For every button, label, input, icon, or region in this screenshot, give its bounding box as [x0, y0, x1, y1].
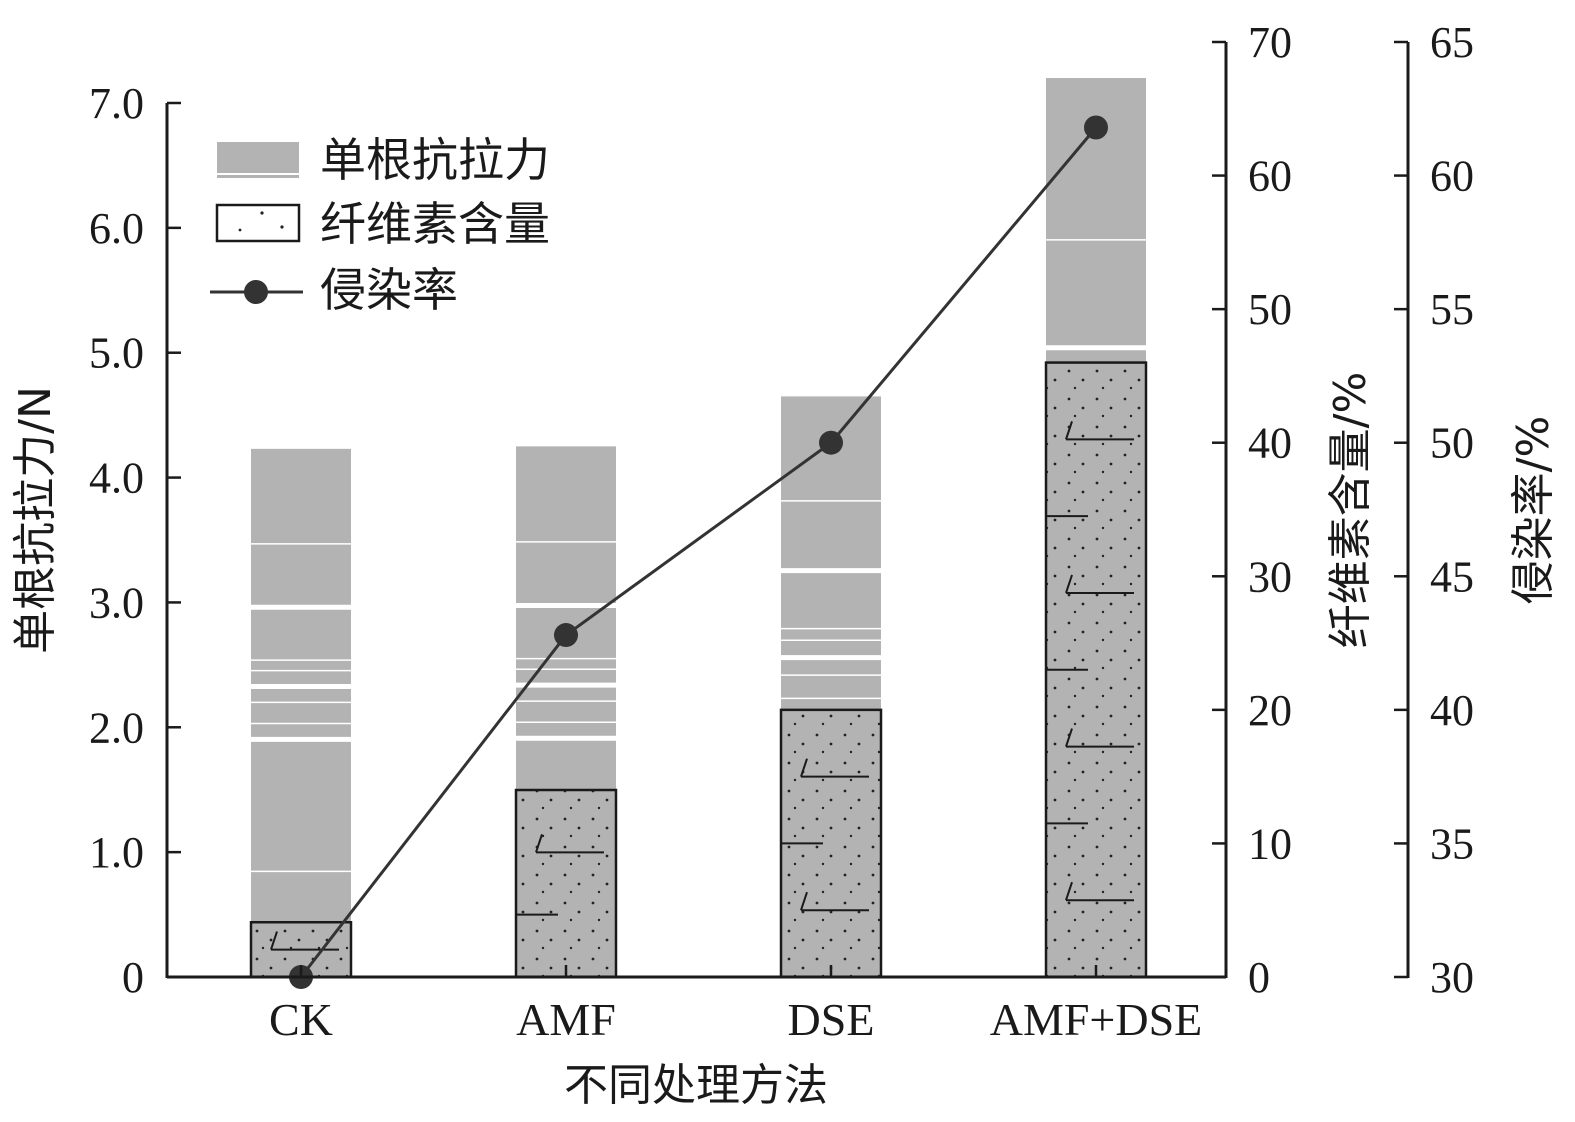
x-axis-ticks: CK AMF DSE AMF+DSE	[269, 965, 1202, 1045]
left-tick-label: 1.0	[89, 828, 144, 877]
left-tick-label: 4.0	[89, 454, 144, 503]
left-axis-title: 单根抗拉力/N	[10, 386, 61, 654]
right-axis-cellulose-title: 纤维素含量/%	[1325, 372, 1376, 649]
legend-item-tensile: 单根抗拉力	[217, 133, 550, 187]
bar-cellulose-hatch	[1065, 421, 1073, 440]
right1-tick-label: 30	[1248, 552, 1292, 601]
left-tick-label: 5.0	[89, 329, 144, 378]
bar-cellulose-hatch	[800, 758, 808, 777]
bar-cellulose-hatch	[535, 834, 543, 853]
right2-tick-label: 35	[1430, 819, 1474, 868]
right2-tick-label: 50	[1430, 419, 1474, 468]
right-axis-infection-title: 侵染率/%	[1508, 416, 1559, 605]
bars-layer	[249, 78, 1148, 979]
bar-cellulose-hatch	[800, 891, 808, 911]
x-tick-label: AMF+DSE	[990, 994, 1203, 1045]
marker-infection-dse	[819, 430, 843, 455]
right1-tick-label: 20	[1248, 686, 1292, 735]
right1-tick-label: 60	[1248, 152, 1292, 201]
legend-item-cellulose: 纤维素含量	[215, 197, 550, 251]
left-tick-label: 0	[122, 953, 144, 1002]
legend: 单根抗拉力 纤维素含量 侵染率	[210, 133, 550, 317]
legend-swatch-cellulose-dot	[260, 211, 264, 215]
legend-swatch-cellulose-dot	[238, 228, 242, 232]
legend-label-tensile: 单根抗拉力	[320, 133, 550, 187]
right1-tick-label: 70	[1248, 18, 1292, 67]
right1-tick-label: 0	[1248, 953, 1270, 1002]
right1-tick-label: 10	[1248, 819, 1292, 868]
x-tick-label: CK	[269, 994, 333, 1045]
left-axis: 0 1.0 2.0 3.0 4.0 5.0 6.0 7.0	[89, 79, 181, 1002]
x-axis-title: 不同处理方法	[564, 1060, 828, 1111]
bar-cellulose-hatch	[270, 931, 278, 950]
legend-swatch-tensile	[217, 142, 299, 178]
left-tick-label: 7.0	[89, 79, 144, 128]
legend-swatch-cellulose-dot	[280, 225, 284, 229]
legend-swatch-cellulose	[215, 203, 301, 243]
left-tick-label: 6.0	[89, 204, 144, 253]
right-axis-infection: 30 35 40 45 50 55 60 65	[1394, 18, 1474, 1002]
legend-item-infection: 侵染率	[210, 263, 458, 317]
legend-swatch-infection-marker	[244, 280, 268, 304]
left-tick-label: 2.0	[89, 703, 144, 752]
bar-cellulose-hatch	[1065, 881, 1073, 901]
right2-tick-label: 60	[1430, 152, 1474, 201]
right-axis-cellulose-ticks: 0 10 20 30 40 50 60 70	[1212, 18, 1292, 1002]
right2-tick-label: 65	[1430, 18, 1474, 67]
marker-infection-amf-dse	[1084, 115, 1108, 140]
bar-cellulose-hatch	[1065, 574, 1073, 594]
x-tick-label: DSE	[788, 994, 875, 1045]
right2-tick-label: 30	[1430, 953, 1474, 1002]
right2-tick-label: 45	[1430, 552, 1474, 601]
legend-label-infection: 侵染率	[320, 263, 458, 317]
series-line-infection	[299, 126, 1098, 978]
legend-label-cellulose: 纤维素含量	[320, 197, 550, 251]
right-axis-cellulose: 0 10 20 30 40 50 60 70	[1212, 18, 1292, 1002]
left-tick-label: 3.0	[89, 578, 144, 627]
bar-tensile-ck	[251, 448, 351, 978]
right-axis-infection-ticks: 30 35 40 45 50 55 60 65	[1394, 18, 1474, 1002]
bar-cellulose-hatch	[1065, 728, 1073, 747]
marker-infection-amf	[554, 623, 578, 648]
right2-tick-label: 55	[1430, 285, 1474, 334]
x-tick-label: AMF	[516, 994, 616, 1045]
left-axis-ticks: 0 1.0 2.0 3.0 4.0 5.0 6.0 7.0	[89, 79, 181, 1002]
right2-tick-label: 40	[1430, 686, 1474, 735]
bar-cellulose-amf	[514, 788, 618, 979]
right1-tick-label: 50	[1248, 285, 1292, 334]
right1-tick-label: 40	[1248, 419, 1292, 468]
